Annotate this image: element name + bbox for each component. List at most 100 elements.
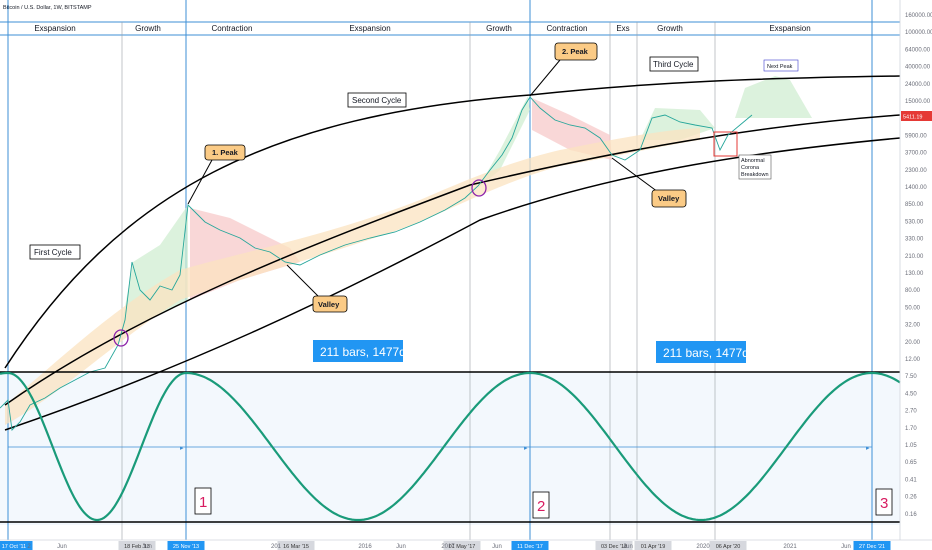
abnormal-box: [713, 131, 738, 157]
current-price: 5411.19: [903, 115, 922, 121]
measure-arrow-2: ▸: [524, 444, 528, 452]
price-axis: 160000.00 100000.00 64000.00 40000.00 24000.…: [905, 13, 932, 518]
price-tick-label: 130.00: [905, 271, 924, 277]
date-label: 01 Apr '19: [641, 544, 666, 550]
date-label: 16 Mar '15: [283, 544, 309, 550]
price-tick-label: 530.00: [905, 219, 924, 225]
time-axis: 17 Oct '11 18 Feb '13 25 Nov '13 16 Mar '15…: [0, 541, 891, 550]
date-label-box: [167, 541, 205, 550]
phase-label: Contraction: [212, 24, 253, 33]
second-cycle-box: [347, 92, 407, 108]
abnormal-note-box: [738, 154, 772, 180]
callout-pointer-valley-2: [611, 157, 659, 193]
callout-pointer-peak-2: [529, 59, 561, 97]
price-tick-label: 40000.00: [905, 65, 931, 71]
date-label-box: [0, 541, 33, 550]
date-label-box: [443, 541, 481, 550]
first-cycle-box: [29, 244, 81, 260]
abnormal-note-line-2: Corona: [741, 165, 760, 171]
time-tick-label: Jun: [396, 544, 406, 550]
abnormal-note-line-3: Breakdown: [741, 172, 769, 178]
price-tick-label: 64000.00: [905, 47, 931, 53]
projection-shade: [735, 76, 812, 118]
phase-label: Contraction: [547, 24, 588, 33]
phase-label: Exspansion: [769, 24, 810, 33]
bars-label-2-box: [656, 341, 746, 363]
date-label: 18 Feb '13: [124, 544, 150, 550]
date-label-box: [595, 541, 633, 550]
measure-arrow-1: ▸: [180, 444, 184, 452]
cycle-number-1-box: [194, 487, 212, 515]
price-tick-label: 50.00: [905, 305, 921, 311]
time-tick-label: 2021: [783, 544, 797, 550]
arc-middle: [4, 114, 901, 406]
cycle-number-3: 3: [880, 495, 888, 512]
date-label: 25 Nov '13: [173, 544, 199, 550]
measure-arrow-3: ▸: [866, 444, 870, 452]
bars-label-1-box: [313, 340, 403, 362]
date-label: 06 Apr '20: [716, 544, 741, 550]
time-tick-label: 201: [271, 544, 282, 550]
callout-valley-1-box: [312, 295, 348, 313]
second-cycle-label: Second Cycle: [352, 96, 402, 105]
phase-label: Exspansion: [34, 24, 75, 33]
date-label: 11 Dec '17: [517, 544, 543, 550]
cross-marker-2: [471, 179, 487, 197]
cycle-number-3-box: [875, 488, 893, 516]
price-tick-label: 0.16: [905, 512, 917, 518]
current-price-box: [901, 111, 932, 121]
price-tick-label: 160000.00: [905, 13, 932, 19]
date-label-box: [511, 541, 549, 550]
date-label-box: [709, 541, 747, 550]
price-tick-label: 4.50: [905, 391, 917, 397]
abnormal-note-line-1: Abnormal: [741, 158, 765, 164]
callout-peak-1-box: [204, 144, 246, 161]
third-cycle-label: Third Cycle: [653, 60, 694, 69]
date-label-box: [277, 541, 315, 550]
price-tick-label: 850.00: [905, 202, 924, 208]
phase-dividers: [121, 22, 716, 540]
time-tick-label: Jun: [841, 544, 851, 550]
phase-labels: Exspansion Growth Contraction Exspansion Gro…: [34, 24, 810, 33]
price-tick-label: 0.26: [905, 495, 917, 501]
phase-label: Exspansion: [349, 24, 390, 33]
cycle-lines: [7, 0, 873, 540]
price-tick-label: 15000.00: [905, 99, 931, 105]
time-tick-label: Jun: [623, 544, 633, 550]
price-tick-label: 2300.00: [905, 168, 927, 174]
cycle-number-2-box: [532, 491, 550, 519]
bars-label-2: 211 bars, 1477d: [663, 346, 749, 360]
growth-shade-2: [478, 96, 530, 188]
date-label: 27 Dec '21: [859, 544, 885, 550]
date-label-box: [634, 541, 672, 550]
time-tick-label: Jun: [492, 544, 502, 550]
date-label: 01 May '17: [449, 544, 476, 550]
arc-top: [4, 75, 901, 369]
date-label-box: [118, 541, 156, 550]
first-cycle-label: First Cycle: [34, 248, 72, 257]
callout-pointer-peak-1: [187, 159, 213, 205]
price-tick-label: 0.41: [905, 477, 917, 483]
oscillator-background: [0, 372, 900, 525]
time-tick-label: 2016: [358, 544, 372, 550]
price-tick-label: 1400.00: [905, 185, 927, 191]
time-tick-label: Jun: [142, 544, 152, 550]
bars-label-1: 211 bars, 1477d: [320, 345, 406, 359]
price-tick-label: 12.00: [905, 357, 921, 363]
price-tick-label: 3700.00: [905, 151, 927, 157]
price-tick-label: 1.70: [905, 426, 917, 432]
price-tick-label: 210.00: [905, 254, 924, 260]
date-label: 03 Dec '18: [601, 544, 627, 550]
price-tick-label: 80.00: [905, 288, 921, 294]
phase-label: Growth: [135, 24, 161, 33]
callout-valley-2-box: [651, 189, 687, 208]
price-tick-label: 7.50: [905, 374, 917, 380]
phase-label: Growth: [486, 24, 512, 33]
cross-marker-1: [113, 329, 129, 347]
callout-peak-2-box: [554, 42, 598, 61]
next-peak-box: [763, 59, 799, 72]
time-tick-label: Jun: [57, 544, 67, 550]
callout-peak-2: 2. Peak: [562, 47, 589, 56]
